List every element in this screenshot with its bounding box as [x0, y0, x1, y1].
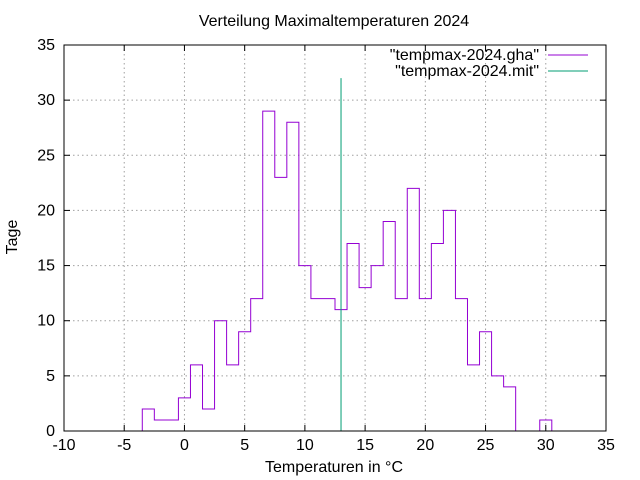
- legend-label-mit: "tempmax-2024.mit": [395, 63, 539, 80]
- plot-frame: [63, 44, 607, 432]
- y-tick-label: 15: [37, 258, 55, 275]
- y-axis-ticks: 0 5 10 15 20 25 30 35: [37, 37, 606, 440]
- y-tick-label: 35: [37, 37, 55, 54]
- grid-lines: [64, 45, 606, 431]
- x-tick-label: 30: [537, 437, 555, 454]
- x-tick-label: 20: [416, 437, 434, 454]
- chart-title: Verteilung Maximaltemperaturen 2024: [199, 13, 469, 30]
- y-tick-label: 20: [37, 202, 55, 219]
- y-tick-label: 30: [37, 92, 55, 109]
- legend-label-gha: "tempmax-2024.gha": [390, 47, 539, 64]
- x-axis-label: Temperaturen in °C: [265, 459, 403, 476]
- x-tick-label: 5: [240, 437, 249, 454]
- series-0-step-line: [141, 110, 553, 432]
- x-tick-label: 35: [597, 437, 615, 454]
- x-axis-ticks: -10 -5 0 5 10 15 20 25 30 35: [52, 45, 615, 454]
- y-axis-label: Tage: [4, 220, 21, 255]
- x-tick-label: 10: [296, 437, 314, 454]
- x-tick-label: -5: [117, 437, 131, 454]
- x-tick-label: 25: [477, 437, 495, 454]
- series-layer: [141, 78, 553, 432]
- y-tick-label: 25: [37, 147, 55, 164]
- y-tick-label: 10: [37, 313, 55, 330]
- y-tick-label: 0: [46, 423, 55, 440]
- x-tick-label: 0: [180, 437, 189, 454]
- x-tick-label: 15: [356, 437, 374, 454]
- x-tick-label: -10: [52, 437, 75, 454]
- legend: "tempmax-2024.gha" "tempmax-2024.mit": [390, 47, 588, 80]
- y-tick-label: 5: [46, 368, 55, 385]
